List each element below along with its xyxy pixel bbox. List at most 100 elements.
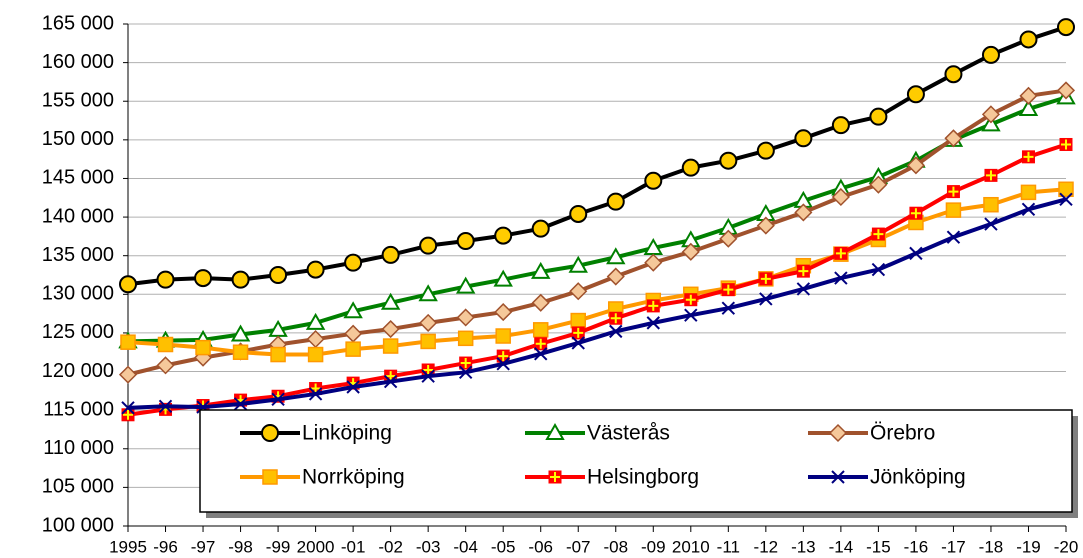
marker — [419, 313, 438, 332]
marker — [981, 105, 1001, 124]
marker — [684, 293, 698, 307]
marker — [1021, 202, 1036, 217]
marker — [1057, 18, 1075, 37]
marker — [609, 311, 623, 325]
y-tick-label: 125 000 — [42, 321, 114, 343]
marker — [195, 339, 211, 356]
marker — [121, 401, 135, 415]
marker — [456, 308, 475, 327]
marker — [534, 337, 548, 351]
marker — [906, 156, 925, 175]
marker — [493, 269, 513, 287]
legend-label: Linköping — [302, 422, 392, 445]
x-tick-label: -17 — [941, 537, 966, 556]
marker — [756, 216, 775, 235]
marker — [569, 282, 588, 301]
marker — [570, 312, 586, 329]
marker — [455, 276, 476, 294]
marker — [545, 422, 565, 440]
marker — [271, 392, 285, 407]
marker — [646, 299, 660, 313]
marker — [834, 271, 848, 285]
y-tick-label: 105 000 — [42, 476, 114, 498]
legend-label: Örebro — [870, 422, 935, 445]
marker — [1019, 30, 1038, 49]
marker — [419, 236, 438, 255]
marker — [944, 129, 963, 148]
x-tick-label: -06 — [528, 537, 553, 556]
marker — [119, 275, 137, 294]
series-markers — [119, 18, 1075, 294]
marker — [831, 187, 850, 207]
marker — [344, 324, 363, 343]
marker — [681, 158, 700, 177]
x-tick-label: -15 — [866, 537, 891, 556]
marker — [494, 226, 513, 245]
marker — [118, 365, 138, 384]
y-tick-label: 120 000 — [42, 360, 114, 382]
marker — [495, 328, 511, 344]
marker — [532, 322, 549, 338]
x-tick-label: -05 — [491, 537, 516, 556]
y-tick-label: 110 000 — [43, 437, 114, 459]
x-tick-label: 2000 — [297, 537, 335, 556]
marker — [831, 470, 845, 484]
marker — [1019, 86, 1038, 105]
marker — [756, 141, 775, 160]
marker — [828, 423, 848, 443]
marker — [871, 262, 886, 277]
axes: 100 000 105 000 110 000 115 000 120 000 125 0… — [42, 12, 1079, 556]
series-line — [127, 142, 1067, 417]
x-tick-label: -08 — [603, 537, 628, 556]
marker — [530, 261, 551, 279]
x-tick-label: -99 — [266, 537, 291, 556]
marker — [834, 246, 848, 260]
marker — [568, 255, 588, 273]
y-tick-label: 145 000 — [42, 167, 114, 189]
marker — [719, 151, 738, 170]
marker — [571, 326, 585, 340]
marker — [380, 292, 401, 310]
marker — [262, 469, 278, 485]
x-tick-label: -18 — [979, 537, 1004, 556]
marker — [646, 316, 660, 330]
marker — [1059, 137, 1073, 151]
marker — [721, 283, 735, 297]
marker — [381, 245, 400, 264]
marker — [156, 356, 175, 375]
marker — [346, 380, 360, 394]
marker — [531, 219, 550, 238]
marker — [869, 175, 888, 194]
x-tick-label: -12 — [754, 537, 779, 556]
marker — [606, 192, 625, 211]
marker — [794, 203, 813, 222]
marker — [945, 202, 962, 218]
marker — [609, 324, 623, 339]
marker — [1059, 192, 1073, 207]
y-tick-label: 160 000 — [42, 51, 114, 73]
marker — [796, 264, 810, 278]
x-tick-label: -09 — [641, 537, 666, 556]
marker — [644, 253, 663, 272]
marker — [232, 344, 249, 360]
marker — [946, 230, 961, 244]
y-tick-label: 135 000 — [42, 244, 114, 266]
marker — [421, 369, 435, 383]
x-tick-label: -04 — [453, 537, 478, 556]
x-tick-label: -03 — [416, 537, 441, 556]
marker — [606, 267, 625, 286]
marker — [571, 336, 585, 350]
legend-label: Västerås — [587, 422, 670, 445]
x-tick-label: 1995 — [109, 537, 147, 556]
y-tick-label: 130 000 — [42, 283, 114, 305]
marker — [871, 227, 885, 241]
y-tick-label: 100 000 — [42, 514, 114, 536]
x-tick-label: -01 — [341, 537, 366, 556]
marker — [496, 357, 510, 371]
marker — [681, 242, 700, 261]
y-tick-label: 150 000 — [42, 128, 114, 150]
marker — [457, 330, 474, 347]
marker — [261, 424, 279, 442]
marker — [909, 246, 923, 261]
marker — [721, 301, 736, 315]
